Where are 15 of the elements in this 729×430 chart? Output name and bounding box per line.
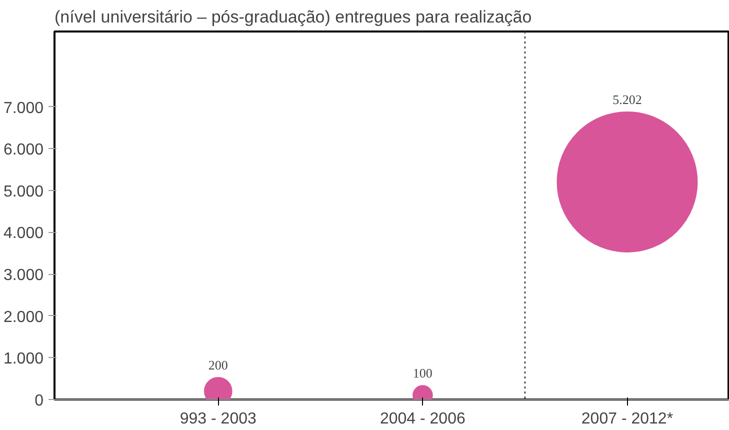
y-tick-label: 2.000 bbox=[3, 308, 44, 326]
y-tick-label: 6.000 bbox=[3, 142, 44, 159]
chart-title: (nível universitário – pós-graduação) entregues para realização bbox=[54, 8, 532, 26]
x-tick-label: 2004 - 2006 bbox=[380, 410, 466, 428]
y-tick-label: 1.000 bbox=[3, 350, 44, 368]
y-tick-label: 5.000 bbox=[3, 183, 44, 200]
text: 5.202 bbox=[612, 92, 642, 107]
y-tick-label: 7.000 bbox=[3, 100, 44, 117]
y-tick-label: 3.000 bbox=[3, 267, 44, 284]
x-tick-label: 993 - 2003 bbox=[180, 410, 256, 428]
x-tick-label: 2007 - 2012* bbox=[581, 410, 674, 428]
text: 200 bbox=[208, 357, 228, 372]
y-tick-label: 0 bbox=[34, 392, 44, 410]
text: 100 bbox=[412, 366, 432, 381]
y-tick-label: 4.000 bbox=[3, 225, 44, 242]
